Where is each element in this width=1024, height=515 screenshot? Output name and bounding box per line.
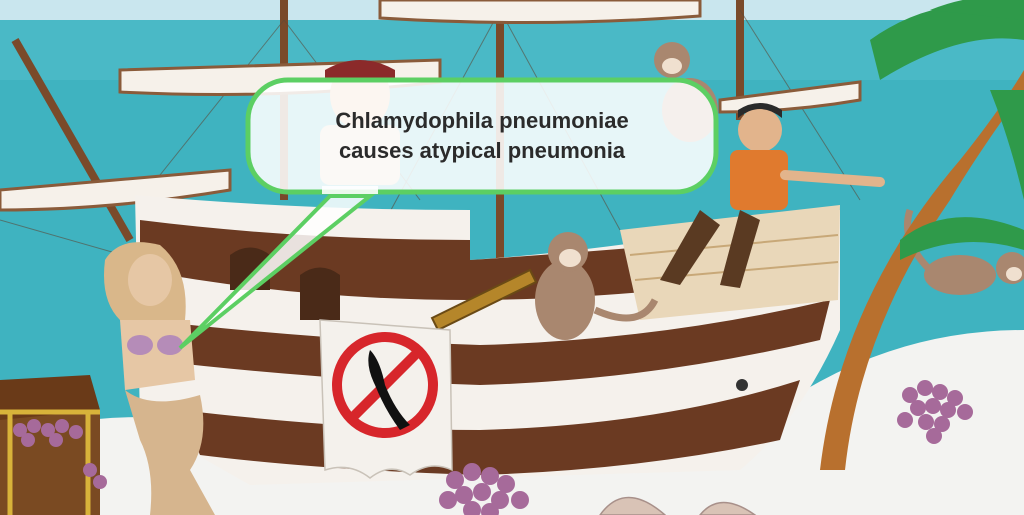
treasure-chest	[0, 375, 107, 515]
caption-line-2: causes atypical pneumonia	[338, 138, 626, 163]
grape-clusters	[439, 380, 973, 515]
no-mermaid-flag	[319, 319, 453, 479]
seashells	[599, 496, 757, 515]
monkey-with-telescope	[430, 232, 659, 340]
palm-tree	[820, 0, 1024, 470]
mermaid	[104, 242, 215, 515]
speech-bubble-caption: Chlamydophila pneumoniae causes atypical…	[248, 80, 716, 192]
caption-line-1: Chlamydophila pneumoniae	[335, 108, 629, 133]
speech-bubble	[178, 77, 719, 350]
no-sign-icon	[332, 332, 438, 438]
pointing-pirate	[660, 103, 885, 288]
